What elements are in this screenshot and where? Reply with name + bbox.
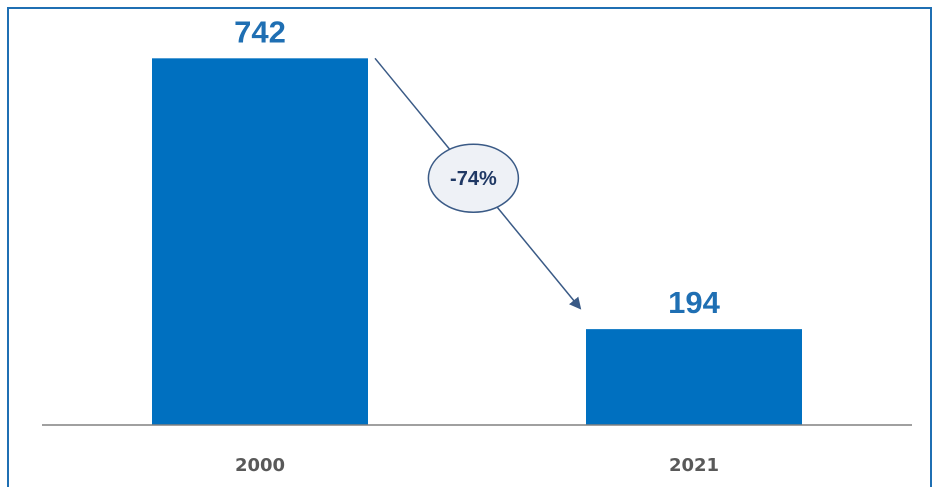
change-percent-label: -74%: [450, 168, 497, 190]
value-label-2021: 194: [668, 285, 720, 320]
chart-frame: [7, 7, 932, 487]
category-label-2000: 2000: [235, 455, 285, 476]
bar-2000: [152, 58, 368, 425]
bars-layer: [152, 58, 802, 425]
change-arrow: -74%: [374, 57, 582, 310]
bar-2021: [586, 329, 802, 425]
value-label-2000: 742: [234, 14, 286, 49]
category-label-2021: 2021: [669, 455, 719, 476]
labels-layer: 742 2000 194 2021: [234, 14, 720, 476]
change-bubble: [427, 143, 520, 213]
